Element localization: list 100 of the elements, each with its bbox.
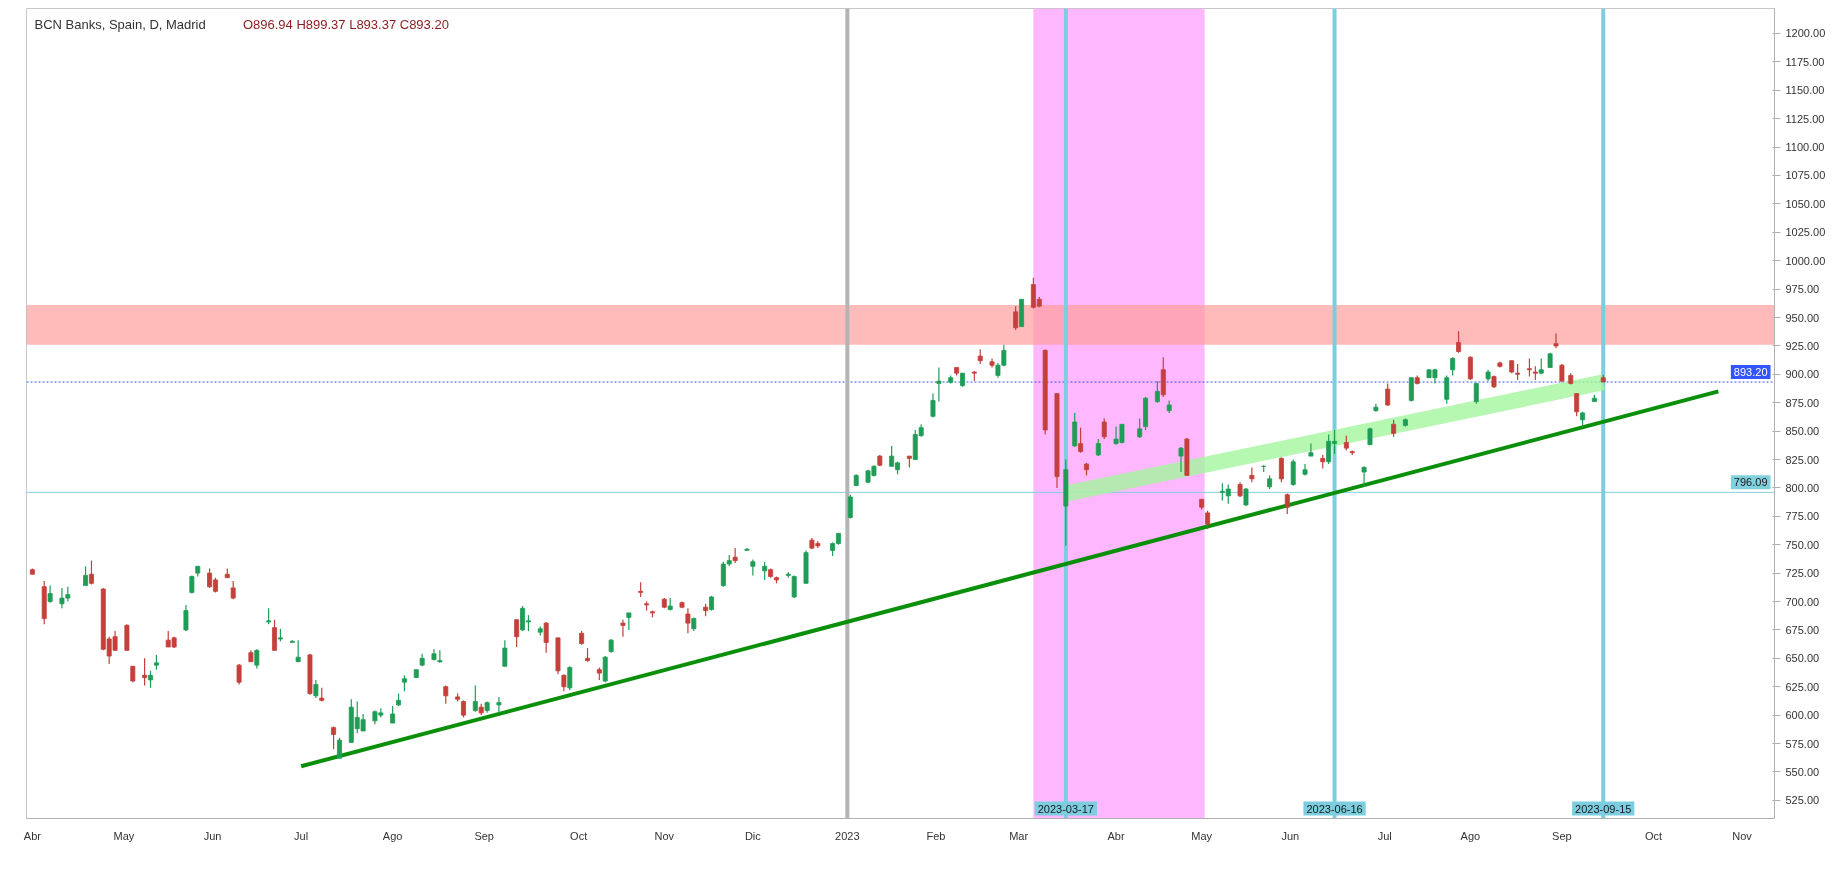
y-tick-label: 1050.00 [1785, 197, 1826, 210]
y-tick-label: 1075.00 [1785, 169, 1826, 182]
candlestick [142, 657, 148, 687]
candlestick [313, 679, 319, 699]
candlestick [236, 663, 242, 686]
text: BCN Banks, Spain, D, Madrid [34, 16, 206, 32]
y-tick-label: 700.00 [1785, 595, 1820, 608]
y-tick-label: 1100.00 [1785, 141, 1825, 154]
candlestick [1072, 412, 1078, 448]
candlestick [567, 665, 573, 691]
candlestick [1467, 355, 1473, 381]
candlestick [1290, 458, 1296, 487]
candlestick [847, 494, 853, 520]
y-tick-label: 775.00 [1785, 510, 1820, 523]
x-tick-label: Ago [382, 829, 403, 842]
x-tick-label: Sep [1552, 829, 1572, 842]
candlestick [189, 574, 195, 595]
candlestick [295, 639, 301, 663]
y-tick-label: 950.00 [1785, 311, 1820, 324]
candlestick [1450, 356, 1456, 377]
x-tick-label: Ago [1460, 829, 1481, 842]
y-tick-label: 1000.00 [1785, 254, 1826, 267]
x-tick-label: Dic [744, 829, 762, 842]
y-tick-label: 625.00 [1785, 680, 1820, 693]
y-tick-label: 1125.00 [1785, 112, 1825, 125]
y-tick-label: 525.00 [1785, 794, 1820, 807]
x-tick-label: May [1191, 829, 1213, 842]
candlestick [272, 619, 277, 651]
candlestick [620, 619, 626, 638]
y-tick-label: 1175.00 [1785, 55, 1825, 68]
x-tick-label: Nov [654, 829, 675, 842]
x-tick-label: Jun [203, 829, 222, 842]
candlestick [437, 649, 443, 664]
candlestick [685, 607, 691, 634]
candlestick [936, 366, 942, 403]
candlestick [1178, 446, 1184, 473]
y-tick-label: 725.00 [1785, 567, 1820, 580]
candlestick [1553, 332, 1559, 349]
candlestick [514, 619, 520, 648]
candlestick [1249, 466, 1255, 483]
y-tick-label: 600.00 [1785, 709, 1820, 722]
y-tick-label: 975.00 [1785, 283, 1820, 296]
y-tick-label: 550.00 [1785, 765, 1820, 778]
candlestick [732, 547, 738, 564]
y-tick-label: 875.00 [1785, 396, 1820, 409]
x-tick-label: Nov [1732, 829, 1753, 842]
candlestick [1473, 382, 1479, 405]
x-tick-label: Jun [1281, 829, 1300, 842]
candlestick [602, 655, 608, 683]
candlestick [1408, 377, 1414, 403]
ref-line-label: 796.09 [1733, 476, 1768, 489]
x-tick-label: Jul [294, 829, 309, 842]
candlestick [1137, 418, 1143, 439]
x-tick-label: Oct [1644, 829, 1663, 842]
candlestick [502, 639, 508, 667]
candlestick [1574, 393, 1580, 417]
x-tick-label: 2023 [835, 829, 860, 842]
y-tick-label: 1200.00 [1785, 27, 1826, 40]
candlestick [750, 558, 756, 576]
x-tick-label: Sep [474, 829, 494, 842]
candlestick [472, 684, 478, 713]
y-tick-label: 1025.00 [1785, 226, 1826, 239]
candlestick [331, 725, 337, 750]
x-tick-label: Jul [1377, 829, 1392, 842]
y-tick-label: 850.00 [1785, 425, 1820, 438]
y-tick-label: 1150.00 [1785, 84, 1825, 97]
y-tick-label: 650.00 [1785, 652, 1820, 665]
candlestick [1078, 427, 1084, 454]
ref-line-label: 2023-03-17 [1037, 802, 1094, 815]
x-tick-label: Abr [23, 829, 42, 842]
candlestick [1013, 305, 1019, 331]
candlestick [1154, 380, 1160, 404]
y-tick-label: 900.00 [1785, 368, 1820, 381]
candlestick [1444, 374, 1450, 405]
candlestick [1101, 418, 1107, 440]
y-tick-label: 925.00 [1785, 339, 1820, 352]
candlestick [626, 612, 632, 631]
x-tick-label: Oct [570, 829, 588, 842]
x-tick-label: Feb [926, 829, 946, 842]
candlestick [1526, 357, 1532, 378]
ref-line-label: 2023-06-16 [1306, 802, 1363, 815]
ref-line-label: 893.20 [1733, 366, 1768, 379]
candlestick [83, 565, 89, 587]
y-tick-label: 575.00 [1785, 737, 1820, 750]
ref-line-label: 2023-09-15 [1575, 802, 1632, 815]
x-tick-label: May [113, 829, 135, 842]
y-tick-label: 825.00 [1785, 453, 1820, 466]
candlestick [1308, 443, 1314, 457]
candlestick [1278, 456, 1284, 483]
candlestick [1361, 465, 1367, 488]
text: O896.94 H899.37 L893.37 C893.20 [242, 16, 449, 32]
x-tick-label: Abr [1107, 829, 1125, 842]
x-tick-label: Mar [1009, 829, 1029, 842]
candlestick [543, 621, 549, 654]
y-tick-label: 675.00 [1785, 623, 1820, 636]
candlestick [762, 561, 768, 581]
y-tick-label: 750.00 [1785, 538, 1820, 551]
candlestick [496, 696, 502, 714]
candlestick [1456, 330, 1462, 354]
candlestick [1205, 510, 1211, 530]
